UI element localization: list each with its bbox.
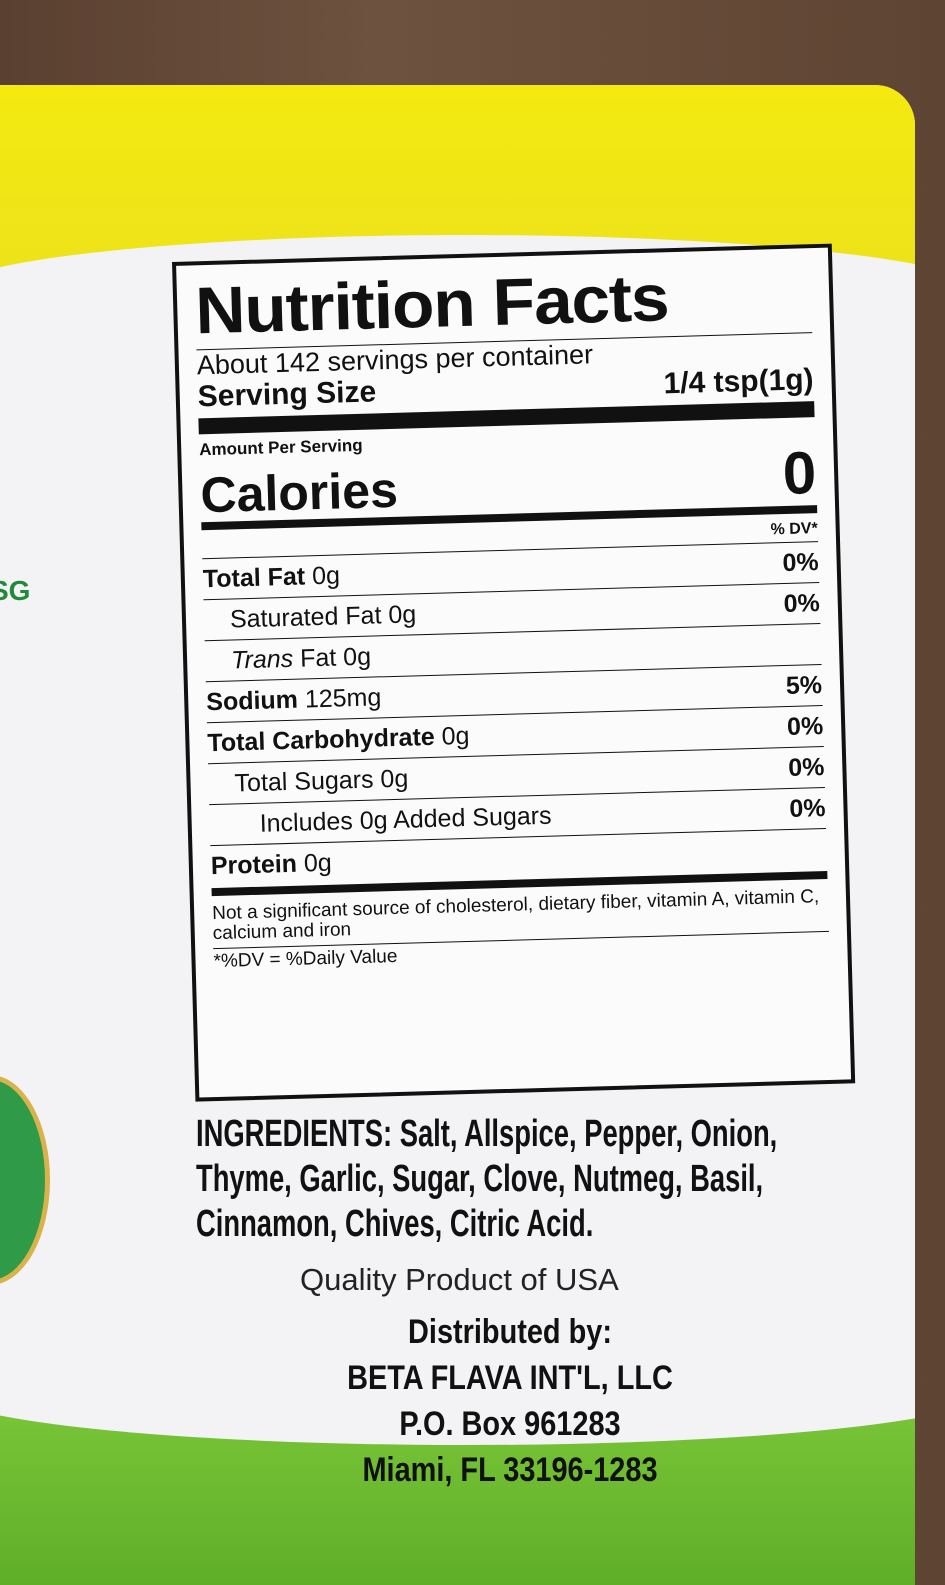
origin-text: Quality Product of USA [300,1262,619,1297]
nutrient-name-suffix: Fat [299,643,337,673]
serving-size-value: 1/4 tsp(1g) [663,363,814,401]
side-text: SG [0,575,31,606]
nutrient-amount: 0g [303,848,333,878]
nutrient-amount: 0g [441,721,470,751]
nutrient-dv [826,829,827,869]
nutrient-dv: 0% [787,752,825,782]
nutrient-name: Total Fat [202,562,306,594]
distributor-address-1: P.O. Box 961283 [399,1405,621,1443]
ingredients-label: INGREDIENTS: [196,1113,393,1155]
nutrient-amount: 0g [387,600,417,630]
distributor-name: BETA FLAVA INT'L, LLC [347,1359,673,1397]
label-curve-bottom [0,1335,915,1445]
nutrient-amount: 0g [380,764,409,794]
nutrient-dv: 0% [788,793,826,823]
nutrient-amount: 0g [311,561,341,591]
nutrition-facts-panel: Nutrition Facts About 142 servings per c… [172,243,856,1102]
ingredients: INGREDIENTS: Salt, Allspice, Pepper, Oni… [196,1112,873,1247]
calories-label: Calories [199,461,399,524]
nutrient-name: Saturated Fat [229,601,382,634]
ingredients-text: Salt, Allspice, Pepper, Onion, Thyme, Ga… [196,1113,778,1245]
nutrition-title: Nutrition Facts [194,260,670,348]
distributor-heading: Distributed by: [408,1313,612,1351]
nutrient-name: Total Carbohydrate [207,722,436,758]
distributor-address-2: Miami, FL 33196-1283 [362,1451,658,1489]
nutrient-name: Includes 0g Added Sugars [259,801,552,838]
nutrient-name: Total Sugars [234,765,374,798]
nutrient-amount: 0g [342,642,372,672]
nutrient-dv: 0% [786,712,824,742]
nutrient-name: Trans [230,644,294,675]
serving-size-label: Serving Size [197,375,377,414]
nutrient-name: Sodium [205,685,299,717]
calories-value: 0 [781,439,818,508]
lower-text-column: INGREDIENTS: Salt, Allspice, Pepper, Oni… [0,1112,945,1493]
nutrient-dv: 0% [783,589,821,619]
nutrient-name: Protein [210,849,298,881]
nutrient-dv: 5% [785,671,823,701]
nutrient-dv: 0% [782,548,820,578]
nutrient-amount: 125mg [304,683,382,714]
nutrient-dv [820,624,821,664]
distributor-block: Distributed by: BETA FLAVA INT'L, LLC P.… [332,1309,689,1493]
